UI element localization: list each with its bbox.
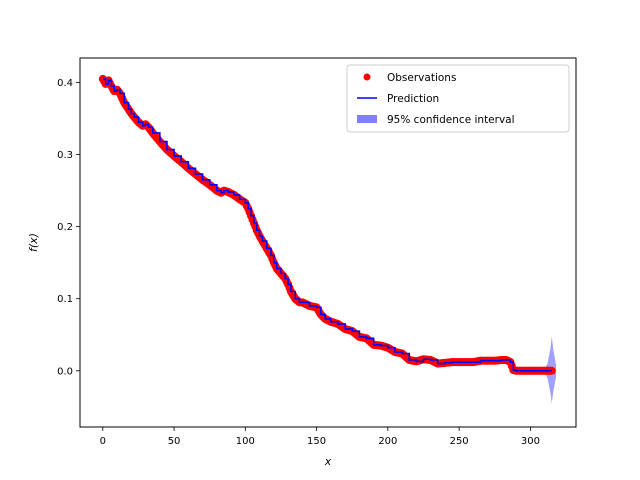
x-axis-label: x bbox=[324, 455, 332, 468]
y-tick-label: 0.2 bbox=[57, 222, 73, 233]
legend-marker-observations bbox=[363, 73, 371, 81]
legend-marker-confidence bbox=[357, 115, 377, 123]
y-axis-label: f(x) bbox=[27, 233, 40, 252]
legend-label: Observations bbox=[387, 72, 456, 84]
x-tick-label: 250 bbox=[450, 436, 469, 447]
observation-point bbox=[547, 366, 556, 375]
ticks: 0 50 100 150 200 250 300 0.0 0.1 0.2 0.3 0.4 bbox=[57, 78, 540, 447]
legend-label: Prediction bbox=[387, 93, 439, 105]
y-tick-label: 0.0 bbox=[57, 366, 73, 377]
x-tick-label: 300 bbox=[521, 436, 540, 447]
plot-area bbox=[98, 74, 557, 404]
prediction-line bbox=[102, 78, 552, 372]
x-tick-label: 50 bbox=[168, 436, 181, 447]
x-tick-label: 200 bbox=[378, 436, 397, 447]
x-tick-label: 0 bbox=[100, 436, 106, 447]
x-tick-label: 150 bbox=[307, 436, 326, 447]
legend: Observations Prediction 95% confidence int… bbox=[346, 64, 570, 133]
axes-frame bbox=[79, 57, 577, 428]
legend-label: 95% confidence interval bbox=[387, 114, 515, 126]
x-tick-label: 100 bbox=[236, 436, 255, 447]
y-tick-label: 0.1 bbox=[57, 294, 73, 305]
y-tick-label: 0.4 bbox=[57, 78, 73, 89]
legend-box bbox=[346, 64, 570, 133]
y-tick-label: 0.3 bbox=[57, 150, 73, 161]
